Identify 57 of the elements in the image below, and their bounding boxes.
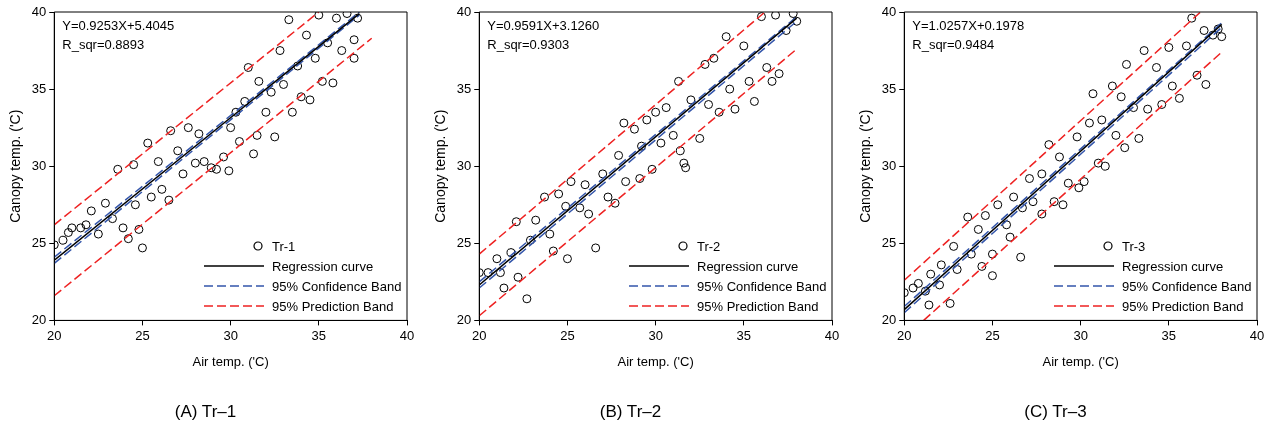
annotation: R_sqr=0.8893 xyxy=(62,37,145,53)
legend-label: 95% Confidence Band xyxy=(272,278,402,294)
x-tick-label: 40 xyxy=(824,327,840,343)
annotation: R_sqr=0.9484 xyxy=(912,37,995,53)
y-axis-title: Canopy temp. ('C) xyxy=(432,109,449,223)
y-tick-label: 35 xyxy=(881,80,897,96)
y-tick-label: 20 xyxy=(456,311,472,327)
legend-label: 95% Prediction Band xyxy=(697,298,819,314)
legend-label: Regression curve xyxy=(272,258,374,274)
y-tick-label: 30 xyxy=(881,157,897,173)
x-tick-label: 30 xyxy=(1073,327,1088,343)
x-tick-label: 25 xyxy=(985,327,1000,343)
legend-label: 95% Confidence Band xyxy=(1122,278,1252,294)
y-tick-label: 40 xyxy=(881,3,897,19)
text: (C) Tr–3 xyxy=(1024,402,1087,422)
legend-label: Regression curve xyxy=(1122,258,1224,274)
y-tick-label: 35 xyxy=(31,80,47,96)
y-tick-label: 20 xyxy=(881,311,897,327)
x-tick-label: 40 xyxy=(1249,327,1265,343)
x-axis-title: Air temp. ('C) xyxy=(617,354,694,370)
x-axis-title: Air temp. ('C) xyxy=(192,354,269,370)
legend-label: Tr-1 xyxy=(272,238,296,254)
x-tick-label: 25 xyxy=(135,327,150,343)
x-tick-label: 25 xyxy=(560,327,575,343)
annotation: Y=1.0257X+0.1978 xyxy=(912,18,1025,34)
y-tick-label: 25 xyxy=(456,234,472,250)
x-tick-label: 40 xyxy=(399,327,415,343)
legend-label: 95% Prediction Band xyxy=(1122,298,1244,314)
x-axis-title: Air temp. ('C) xyxy=(1042,354,1119,370)
y-tick-label: 40 xyxy=(456,3,472,19)
y-tick-label: 25 xyxy=(31,234,47,250)
y-tick-label: 25 xyxy=(881,234,897,250)
text: (B) Tr–2 xyxy=(599,402,662,422)
y-tick-label: 20 xyxy=(31,311,47,327)
y-tick-label: 35 xyxy=(456,80,472,96)
x-tick-label: 30 xyxy=(223,327,238,343)
y-axis-title: Canopy temp. ('C) xyxy=(7,109,24,223)
x-tick-label: 20 xyxy=(897,327,912,343)
annotation: Y=0.9591X+3.1260 xyxy=(487,18,600,34)
y-tick-label: 30 xyxy=(456,157,472,173)
y-tick-label: 30 xyxy=(31,157,47,173)
legend-label: Tr-2 xyxy=(697,238,721,254)
y-axis-title: Canopy temp. ('C) xyxy=(857,109,874,223)
x-tick-label: 35 xyxy=(1161,327,1177,343)
x-tick-label: 35 xyxy=(311,327,327,343)
legend-label: Regression curve xyxy=(697,258,799,274)
legend-label: Tr-3 xyxy=(1122,238,1146,254)
x-tick-label: 20 xyxy=(47,327,62,343)
annotation: Y=0.9253X+5.4045 xyxy=(62,18,175,34)
y-tick-label: 40 xyxy=(31,3,47,19)
x-tick-label: 35 xyxy=(736,327,752,343)
x-tick-label: 20 xyxy=(472,327,487,343)
legend-label: 95% Prediction Band xyxy=(272,298,394,314)
annotation: R_sqr=0.9303 xyxy=(487,37,570,53)
text: (A) Tr–1 xyxy=(174,402,237,422)
legend-label: 95% Confidence Band xyxy=(697,278,827,294)
x-tick-label: 30 xyxy=(648,327,663,343)
